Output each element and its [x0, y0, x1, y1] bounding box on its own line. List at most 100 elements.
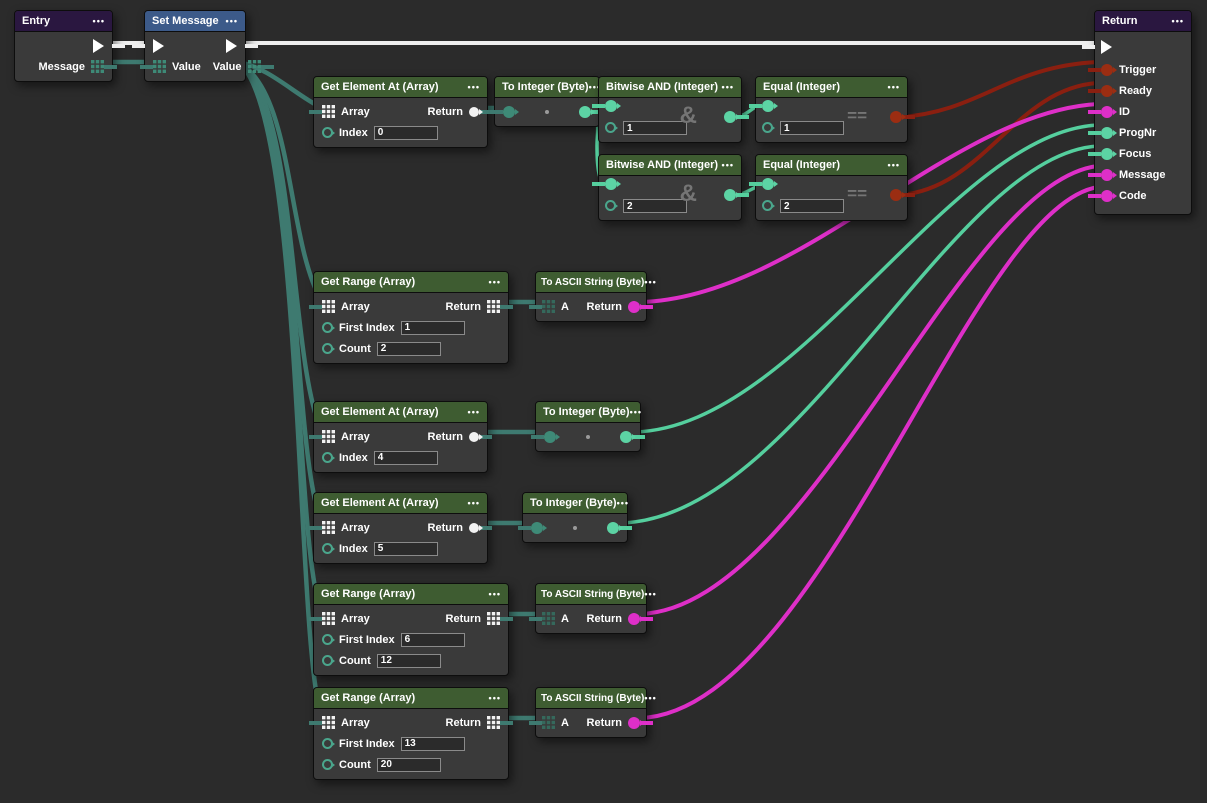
operand-a-in-pin[interactable] [592, 178, 621, 190]
node-menu-button[interactable]: ••• [588, 82, 602, 92]
node-to-integer-1[interactable]: To Integer (Byte) ••• [490, 76, 604, 127]
node-menu-button[interactable]: ••• [92, 16, 105, 26]
operand-b-field[interactable] [623, 121, 687, 135]
integer-out-pin[interactable] [607, 521, 632, 534]
node-menu-button[interactable]: ••• [644, 589, 657, 599]
index-in-pin[interactable] [322, 127, 335, 138]
operand-b-in-pin[interactable] [762, 200, 775, 211]
wire-array-to-getrange1[interactable] [235, 59, 325, 305]
node-return[interactable]: Return ••• Trigger Ready ID ProgNr Focus … [1088, 10, 1192, 215]
count-in-pin[interactable] [322, 655, 335, 666]
wire-tointeger3-return-focus[interactable] [619, 144, 1100, 525]
array-in-pin[interactable] [309, 105, 335, 118]
node-get-range-1[interactable]: Get Range (Array) ••• Array Return First I… [309, 271, 513, 364]
array-out-pin[interactable] [91, 60, 117, 73]
operand-b-in-pin[interactable] [605, 200, 618, 211]
integer-out-pin[interactable] [579, 105, 604, 118]
byte-in-pin[interactable] [490, 105, 519, 118]
node-menu-button[interactable]: ••• [1171, 16, 1184, 26]
node-bitwise-and-1[interactable]: Bitwise AND (Integer)••• & [592, 76, 749, 143]
wire-array-to-getelement2[interactable] [235, 59, 325, 435]
operand-b-field[interactable] [780, 199, 844, 213]
return-out-pin[interactable] [487, 716, 513, 729]
operand-a-in-pin[interactable] [749, 178, 778, 190]
prognr-in-pin[interactable] [1088, 126, 1117, 139]
node-menu-button[interactable]: ••• [721, 160, 734, 170]
node-menu-button[interactable]: ••• [467, 82, 480, 92]
focus-in-pin[interactable] [1088, 147, 1117, 160]
result-out-pin[interactable] [890, 111, 915, 123]
index-field[interactable] [373, 450, 438, 465]
byte-array-in-pin[interactable] [529, 716, 555, 729]
operand-b-in-pin[interactable] [762, 122, 775, 133]
result-out-pin[interactable] [724, 189, 749, 201]
array-in-pin[interactable] [309, 430, 335, 443]
first-index-in-pin[interactable] [322, 322, 335, 333]
node-menu-button[interactable]: ••• [721, 82, 734, 92]
node-to-integer-2[interactable]: To Integer (Byte) ••• [531, 401, 645, 452]
node-equal-2[interactable]: Equal (Integer) ••• == [749, 154, 915, 221]
node-get-range-2[interactable]: Get Range (Array) ••• Array Return First I… [309, 583, 513, 676]
node-get-range-3[interactable]: Get Range (Array) ••• Array Return First I… [309, 687, 513, 780]
node-menu-button[interactable]: ••• [488, 589, 501, 599]
exec-in-pin[interactable] [1101, 40, 1112, 54]
first-index-in-pin[interactable] [322, 634, 335, 645]
node-menu-button[interactable]: ••• [629, 407, 643, 417]
return-out-pin[interactable] [469, 431, 492, 442]
operand-b-field[interactable] [780, 121, 844, 135]
array-out-pin[interactable] [248, 60, 274, 73]
array-in-pin[interactable] [309, 716, 335, 729]
first-index-field[interactable] [400, 736, 465, 751]
wire-toascii3-return-code[interactable] [638, 185, 1100, 720]
operand-b-field[interactable] [623, 199, 687, 213]
first-index-field[interactable] [400, 632, 465, 647]
byte-array-in-pin[interactable] [529, 300, 555, 313]
first-index-field[interactable] [400, 320, 465, 335]
array-in-pin[interactable] [309, 300, 335, 313]
count-field[interactable] [376, 757, 441, 772]
node-set-message[interactable]: Set Message ••• Value Value [140, 10, 274, 82]
exec-out-pin[interactable] [226, 38, 237, 53]
string-out-pin[interactable] [628, 612, 653, 625]
node-menu-button[interactable]: ••• [488, 277, 501, 287]
array-in-pin[interactable] [140, 60, 166, 73]
node-equal-1[interactable]: Equal (Integer) ••• == [749, 76, 915, 143]
ready-in-pin[interactable] [1088, 84, 1117, 97]
node-menu-button[interactable]: ••• [488, 693, 501, 703]
node-menu-button[interactable]: ••• [467, 407, 480, 417]
wire-equal1-return-trigger[interactable] [898, 60, 1100, 119]
exec-in-pin[interactable] [153, 38, 164, 53]
node-menu-button[interactable]: ••• [644, 693, 657, 703]
node-get-element-at-1[interactable]: Get Element At (Array) ••• Array Return In… [309, 76, 492, 148]
index-field[interactable] [373, 125, 438, 140]
count-in-pin[interactable] [322, 343, 335, 354]
node-menu-button[interactable]: ••• [616, 498, 630, 508]
code-in-pin[interactable] [1088, 189, 1117, 202]
operand-a-in-pin[interactable] [592, 100, 621, 112]
id-in-pin[interactable] [1088, 105, 1117, 118]
message-in-pin[interactable] [1088, 168, 1117, 181]
wire-equal2-return-ready[interactable] [898, 81, 1100, 197]
node-get-element-at-2[interactable]: Get Element At (Array) ••• Array Return In… [309, 401, 492, 473]
node-menu-button[interactable]: ••• [467, 498, 480, 508]
return-out-pin[interactable] [487, 300, 513, 313]
array-in-pin[interactable] [309, 521, 335, 534]
node-bitwise-and-2[interactable]: Bitwise AND (Integer)••• & [592, 154, 749, 221]
node-menu-button[interactable]: ••• [887, 160, 900, 170]
wire-toascii2-return-message[interactable] [638, 164, 1100, 616]
node-to-integer-3[interactable]: To Integer (Byte) ••• [518, 492, 632, 543]
index-in-pin[interactable] [322, 452, 335, 463]
node-get-element-at-3[interactable]: Get Element At (Array) ••• Array Return In… [309, 492, 492, 564]
exec-out-pin[interactable] [93, 38, 104, 53]
byte-in-pin[interactable] [531, 430, 560, 443]
index-field[interactable] [373, 541, 438, 556]
byte-in-pin[interactable] [518, 521, 547, 534]
string-out-pin[interactable] [628, 716, 653, 729]
index-in-pin[interactable] [322, 543, 335, 554]
node-menu-button[interactable]: ••• [644, 277, 657, 287]
return-out-pin[interactable] [469, 106, 492, 117]
first-index-in-pin[interactable] [322, 738, 335, 749]
return-out-pin[interactable] [487, 612, 513, 625]
node-to-ascii-1[interactable]: To ASCII String (Byte) ••• A Return [529, 271, 656, 322]
node-to-ascii-2[interactable]: To ASCII String (Byte) ••• A Return [529, 583, 656, 634]
